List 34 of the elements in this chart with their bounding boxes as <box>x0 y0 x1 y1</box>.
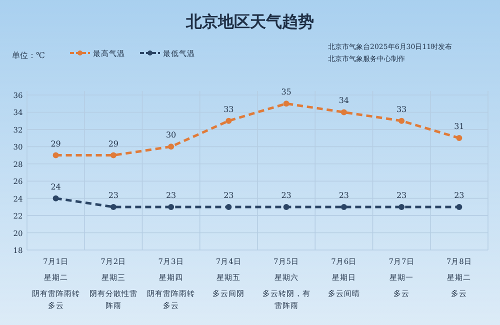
chart-title: 北京地区天气趋势 <box>185 12 314 31</box>
data-label: 34 <box>338 96 350 106</box>
point <box>168 204 174 210</box>
data-label: 29 <box>50 139 61 148</box>
data-label: 23 <box>281 190 292 200</box>
text: 单位：℃ <box>12 51 45 60</box>
point <box>226 204 232 210</box>
point <box>52 152 59 158</box>
point <box>283 204 290 210</box>
data-label: 29 <box>108 139 119 148</box>
data-label: 31 <box>454 122 464 132</box>
point <box>168 144 174 150</box>
data-label: 30 <box>166 130 176 140</box>
point <box>283 100 290 107</box>
data-label: 33 <box>396 104 407 114</box>
data-label: 23 <box>224 190 234 200</box>
data-label: 23 <box>454 190 464 200</box>
point <box>110 204 116 210</box>
data-label: 23 <box>108 190 119 200</box>
point <box>398 118 405 124</box>
point <box>226 118 232 124</box>
point <box>340 109 347 116</box>
data-label: 33 <box>224 104 234 114</box>
data-label: 23 <box>396 190 407 200</box>
point <box>456 135 462 142</box>
point <box>398 204 405 210</box>
point <box>456 204 462 210</box>
data-label: 23 <box>338 190 350 200</box>
point <box>52 195 59 202</box>
data-label: 35 <box>281 88 292 97</box>
data-label: 24 <box>50 182 61 192</box>
point <box>110 152 116 158</box>
point <box>340 204 347 210</box>
data-label: 23 <box>166 190 176 200</box>
